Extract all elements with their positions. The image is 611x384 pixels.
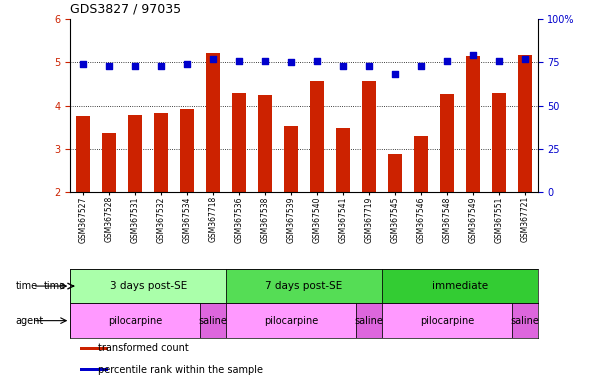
Point bbox=[156, 63, 166, 69]
Bar bbox=[180, 109, 194, 192]
Bar bbox=[79, 368, 108, 371]
Point bbox=[494, 58, 503, 64]
Bar bbox=[382, 269, 538, 303]
Bar bbox=[76, 116, 90, 192]
Bar bbox=[102, 133, 116, 192]
Text: saline: saline bbox=[199, 316, 227, 326]
Text: saline: saline bbox=[354, 316, 383, 326]
Point bbox=[234, 58, 244, 64]
Text: pilocarpine: pilocarpine bbox=[108, 316, 163, 326]
Bar bbox=[70, 269, 226, 303]
Point bbox=[260, 58, 270, 64]
Bar bbox=[336, 127, 350, 192]
Bar bbox=[70, 303, 200, 338]
Point bbox=[416, 63, 426, 69]
Bar bbox=[466, 56, 480, 192]
Text: saline: saline bbox=[510, 316, 539, 326]
Bar bbox=[284, 126, 298, 192]
Point bbox=[104, 63, 114, 69]
Point bbox=[286, 60, 296, 66]
Text: percentile rank within the sample: percentile rank within the sample bbox=[98, 364, 263, 375]
Bar bbox=[388, 154, 402, 192]
Point bbox=[390, 71, 400, 78]
Text: pilocarpine: pilocarpine bbox=[264, 316, 318, 326]
Text: immediate: immediate bbox=[432, 281, 488, 291]
Bar bbox=[382, 303, 512, 338]
Bar bbox=[440, 94, 454, 192]
Point bbox=[78, 61, 88, 67]
Bar bbox=[128, 115, 142, 192]
Text: GDS3827 / 97035: GDS3827 / 97035 bbox=[70, 2, 181, 15]
Text: time: time bbox=[43, 281, 65, 291]
Bar bbox=[226, 269, 382, 303]
Bar bbox=[206, 53, 220, 192]
Text: 7 days post-SE: 7 days post-SE bbox=[265, 281, 343, 291]
Point bbox=[442, 58, 452, 64]
Bar bbox=[362, 81, 376, 192]
Point bbox=[208, 56, 218, 62]
Bar bbox=[356, 303, 382, 338]
Point bbox=[182, 61, 192, 67]
Bar bbox=[232, 93, 246, 192]
Point bbox=[364, 63, 374, 69]
Text: 3 days post-SE: 3 days post-SE bbox=[109, 281, 187, 291]
Point bbox=[338, 63, 348, 69]
Bar bbox=[492, 93, 506, 192]
Point bbox=[520, 56, 530, 62]
Bar bbox=[414, 136, 428, 192]
Point bbox=[130, 63, 140, 69]
Bar bbox=[310, 81, 324, 192]
Point bbox=[312, 58, 322, 64]
Bar bbox=[518, 55, 532, 192]
Bar bbox=[200, 303, 226, 338]
Point bbox=[468, 53, 478, 59]
Bar bbox=[226, 303, 356, 338]
Bar bbox=[79, 347, 108, 350]
Text: pilocarpine: pilocarpine bbox=[420, 316, 474, 326]
Text: time: time bbox=[15, 281, 37, 291]
Bar bbox=[154, 113, 168, 192]
Text: agent: agent bbox=[15, 316, 43, 326]
Bar bbox=[258, 95, 272, 192]
Bar bbox=[512, 303, 538, 338]
Text: transformed count: transformed count bbox=[98, 343, 189, 354]
